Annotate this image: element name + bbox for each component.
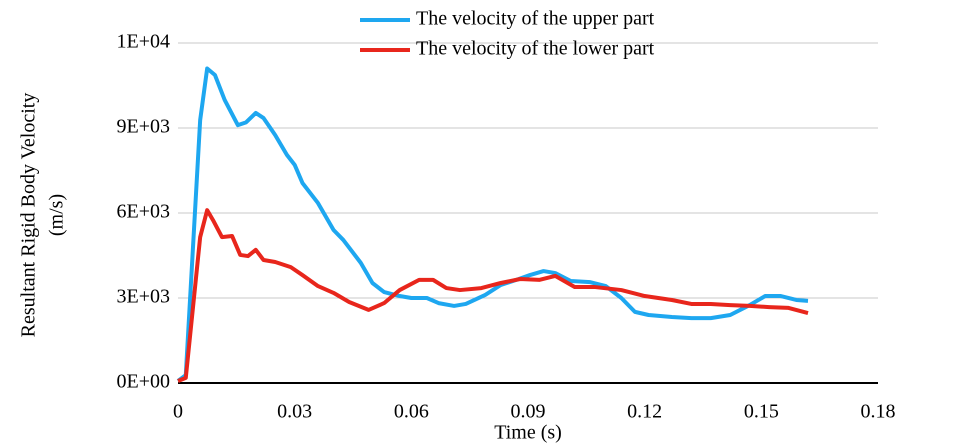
data-line (176, 66, 809, 383)
data-line (177, 208, 809, 383)
x-axis-label: Time (s) (494, 422, 562, 444)
y-axis-label: Resultant Rigid Body Velocity (18, 93, 40, 338)
legend-label: The velocity of the upper part (416, 8, 655, 30)
y-tick-label: 6E+03 (117, 201, 171, 223)
y-tick-label: 0E+00 (117, 371, 171, 393)
y-tick-label: 9E+03 (117, 116, 171, 138)
legend-label: The velocity of the lower part (416, 38, 655, 60)
y-tick-label: 1E+04 (117, 31, 171, 53)
x-tick-label: 0.09 (511, 401, 546, 423)
y-axis-label: (m/s) (46, 194, 68, 236)
x-tick-label: 0.15 (744, 401, 779, 423)
x-tick-label: 0.03 (277, 401, 312, 423)
x-tick-label: 0 (173, 401, 183, 423)
x-tick-label: 0.06 (394, 401, 429, 423)
x-tick-label: 0.12 (627, 401, 662, 423)
x-tick-label: 0.18 (861, 401, 896, 423)
y-tick-label: 3E+03 (117, 286, 171, 308)
